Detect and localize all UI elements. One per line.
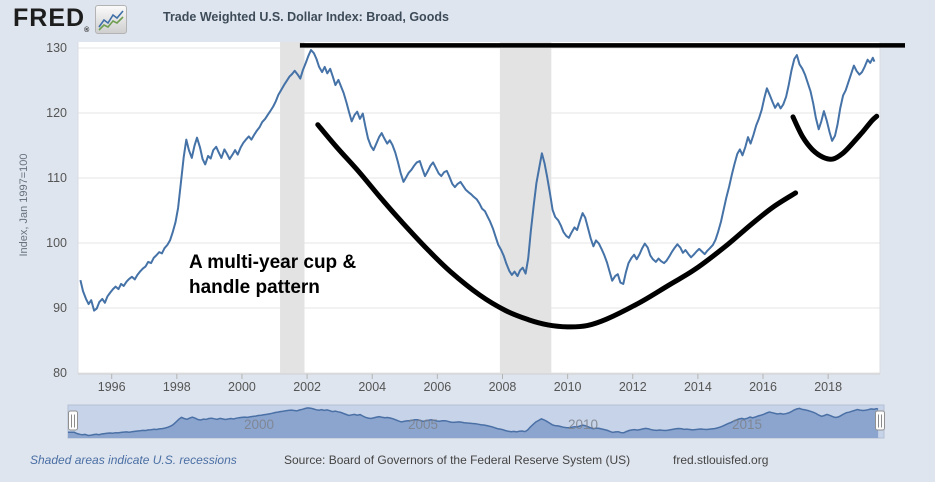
recession-band bbox=[280, 42, 305, 374]
x-tick-label: 2012 bbox=[619, 380, 647, 394]
x-tick-label: 2006 bbox=[423, 380, 451, 394]
x-tick-label: 2002 bbox=[293, 380, 321, 394]
legend-series-label: Trade Weighted U.S. Dollar Index: Broad,… bbox=[163, 10, 449, 24]
handle-curve bbox=[790, 113, 880, 162]
range-handle-left[interactable] bbox=[68, 410, 78, 431]
x-tick-label: 2014 bbox=[684, 380, 712, 394]
y-tick-label: 80 bbox=[53, 366, 67, 380]
registered-mark: ® bbox=[84, 27, 91, 34]
annotation-line-2: handle pattern bbox=[189, 277, 320, 298]
range-selector-year-label: 2010 bbox=[568, 417, 598, 432]
x-tick-label: 2004 bbox=[358, 380, 386, 394]
recessions-note-link[interactable]: Shaded areas indicate U.S. recessions bbox=[30, 453, 237, 467]
x-tick-label: 1996 bbox=[98, 380, 126, 394]
cup-handle-annotation-text: A multi-year cup & handle pattern bbox=[189, 250, 356, 300]
series-line bbox=[79, 49, 876, 312]
fred-site-link[interactable]: fred.stlouisfed.org bbox=[673, 453, 769, 467]
x-tick-label: 2018 bbox=[814, 380, 842, 394]
y-tick-label: 90 bbox=[53, 301, 67, 315]
fred-logo-chart-icon bbox=[95, 5, 127, 34]
y-tick-label: 110 bbox=[47, 171, 67, 185]
range-selector-year-label: 2000 bbox=[244, 417, 274, 432]
x-tick-label: 2010 bbox=[554, 380, 582, 394]
annotation-line-1: A multi-year cup & bbox=[189, 252, 357, 273]
cup-curve bbox=[315, 122, 799, 330]
x-tick-label: 2016 bbox=[749, 380, 777, 394]
y-tick-label: 100 bbox=[46, 236, 67, 250]
y-tick-label: 130 bbox=[46, 41, 67, 55]
range-selector-line bbox=[68, 407, 879, 437]
range-selector-area bbox=[68, 407, 879, 438]
fred-logo: FRED® bbox=[13, 4, 91, 34]
x-tick-label: 1998 bbox=[163, 380, 191, 394]
range-selector-year-label: 2005 bbox=[408, 417, 438, 432]
x-tick-label: 2008 bbox=[489, 380, 517, 394]
y-tick-label: 120 bbox=[46, 106, 67, 120]
logo-sparkline-icon bbox=[98, 10, 124, 31]
plot-area[interactable] bbox=[78, 42, 880, 374]
range-selector-year-label: 2015 bbox=[732, 417, 762, 432]
fred-logo-text: FRED bbox=[13, 4, 86, 32]
x-tick-label: 2000 bbox=[228, 380, 256, 394]
source-text: Source: Board of Governors of the Federa… bbox=[284, 453, 631, 467]
range-handle-right[interactable] bbox=[875, 410, 885, 431]
